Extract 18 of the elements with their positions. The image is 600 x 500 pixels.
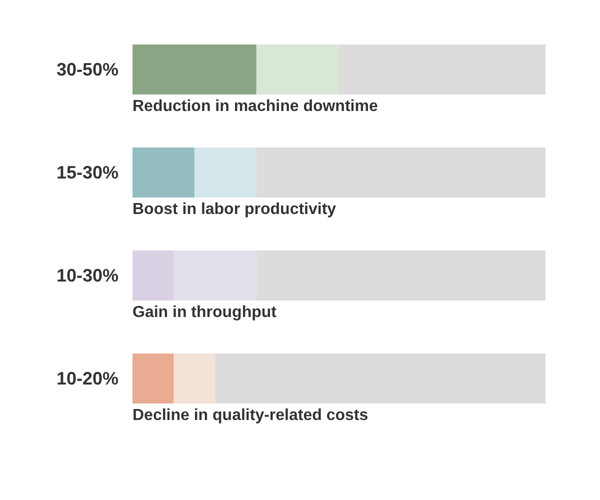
bar xyxy=(132,44,256,94)
y-tick-label: Decline in quality-related costs xyxy=(132,407,368,424)
y-tick-label: Gain in throughput xyxy=(132,304,278,321)
y-tick-label: Boost in labor productivity xyxy=(132,201,336,218)
bar xyxy=(132,250,174,300)
bar xyxy=(215,354,546,404)
y-tick-label: Reduction in machine downtime xyxy=(132,98,378,115)
bar xyxy=(256,148,546,198)
bar xyxy=(174,354,216,404)
bar xyxy=(194,148,256,198)
bar xyxy=(132,148,194,198)
bar xyxy=(256,250,546,300)
data-label: 10-20% xyxy=(56,368,119,388)
data-label: 15-30% xyxy=(56,162,119,182)
bar xyxy=(132,354,174,404)
data-label: 10-30% xyxy=(56,266,119,286)
bar xyxy=(174,250,256,300)
data-label: 30-50% xyxy=(56,60,119,80)
